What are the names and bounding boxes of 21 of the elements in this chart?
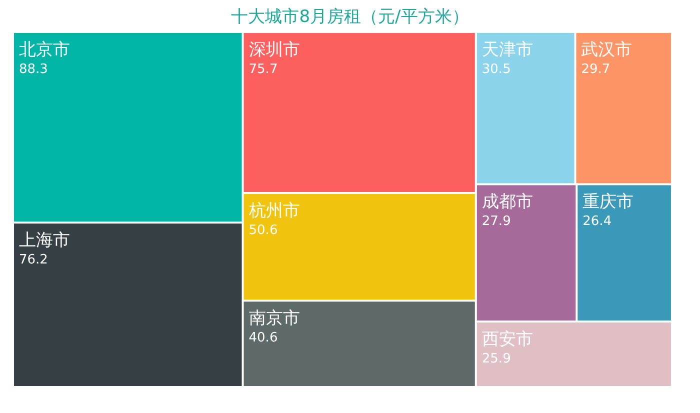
category-label: 武汉市: [581, 40, 632, 60]
category-label: 杭州市: [248, 201, 300, 222]
data-label: 26.4: [582, 214, 612, 230]
category-label: 重庆市: [582, 192, 634, 212]
data-label: 27.9: [482, 214, 511, 230]
category-label: 上海市: [19, 230, 70, 251]
data-label: 40.6: [248, 330, 278, 346]
category-label: 成都市: [482, 192, 533, 212]
category-label: 北京市: [19, 40, 70, 60]
data-label: 25.9: [482, 352, 511, 367]
category-label: 深圳市: [248, 40, 300, 60]
text: 十大城市8月房租（元/平方米）: [231, 7, 469, 27]
data-label: 29.7: [581, 62, 610, 77]
category-label: 西安市: [482, 330, 533, 350]
category-label: 南京市: [248, 308, 300, 329]
data-label: 50.6: [248, 223, 278, 238]
data-label: 76.2: [19, 252, 48, 268]
data-label: 30.5: [482, 62, 511, 77]
data-label: 88.3: [19, 62, 48, 77]
category-label: 天津市: [482, 40, 533, 60]
data-label: 75.7: [248, 62, 278, 77]
